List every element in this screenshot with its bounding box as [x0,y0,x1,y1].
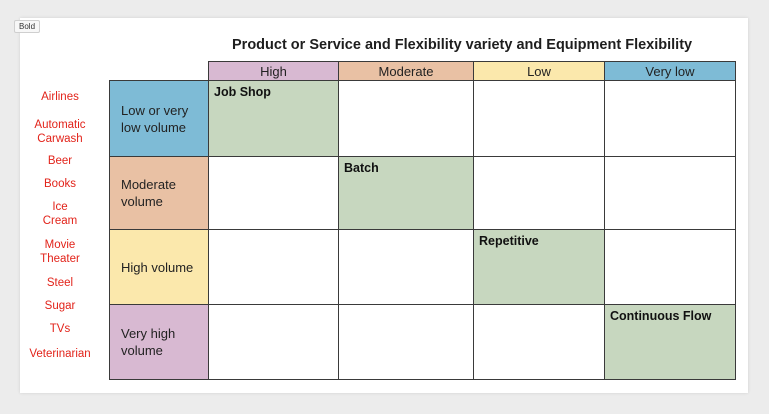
row-header-very-high-volume: Very high volume [109,304,209,380]
matrix-cell [473,304,605,380]
process-label-batch: Batch [344,161,379,175]
matrix-cell: Batch [338,156,474,230]
row-header-low-volume: Low or very low volume [109,80,209,157]
process-label-continuous-flow: Continuous Flow [610,309,712,323]
example-item: Airlines [41,91,79,103]
matrix-cell [208,304,339,380]
matrix-cell [473,156,605,230]
matrix-cell [604,229,736,305]
example-item: Movie Theater [26,238,94,266]
example-item: Books [44,178,76,190]
col-header-high: High [208,61,339,81]
example-item: Veterinarian [29,348,91,360]
example-item: Automatic Carwash [26,118,94,146]
matrix-cell [604,156,736,230]
matrix-corner [109,61,209,81]
example-item: Ice Cream [26,200,94,228]
matrix-cell: Repetitive [473,229,605,305]
bold-badge[interactable]: Bold [14,20,41,33]
matrix-cell [604,80,736,157]
example-item-text: Automatic Carwash [34,119,86,145]
example-item-text: Movie Theater [40,239,80,265]
example-item: TVs [49,323,71,335]
row-header-high-volume: High volume [109,229,209,305]
process-matrix: High Moderate Low Very low Low or very l… [109,61,736,380]
process-label-job-shop: Job Shop [214,85,271,99]
example-item: Sugar [44,300,76,312]
col-header-moderate: Moderate [338,61,474,81]
process-label-repetitive: Repetitive [479,234,539,248]
matrix-cell [208,156,339,230]
col-header-low: Low [473,61,605,81]
matrix-cell [208,229,339,305]
matrix-cell: Continuous Flow [604,304,736,380]
col-header-very-low: Very low [604,61,736,81]
diagram-title: Product or Service and Flexibility varie… [232,37,693,53]
matrix-cell [338,80,474,157]
example-item: Steel [46,277,74,289]
example-item-text: Ice Cream [42,201,78,227]
matrix-cell: Job Shop [208,80,339,157]
row-header-moderate-volume: Moderate volume [109,156,209,230]
matrix-cell [338,229,474,305]
example-item: Beer [47,155,73,167]
matrix-cell [338,304,474,380]
matrix-cell [473,80,605,157]
